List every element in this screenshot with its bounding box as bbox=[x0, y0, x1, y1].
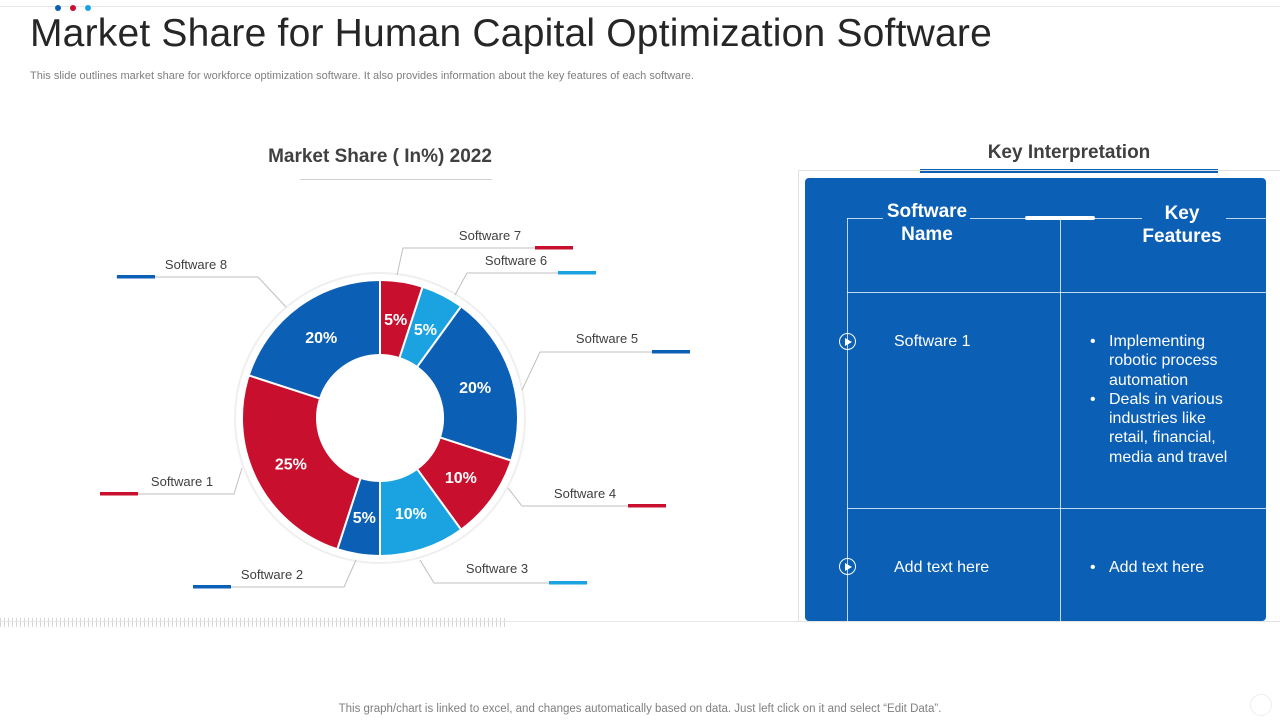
header-software-name: Software Name bbox=[886, 201, 968, 245]
slice-value-label: 10% bbox=[395, 506, 427, 523]
table-line-header bbox=[847, 292, 1266, 293]
legend-bar-software-7 bbox=[535, 246, 573, 250]
category-label-software-1: Software 1 bbox=[151, 474, 213, 489]
legend-bar-software-2 bbox=[193, 585, 231, 589]
row-1-software-name: Software 1 bbox=[894, 333, 971, 350]
row-arrow-icon bbox=[839, 558, 856, 575]
category-label-software-3: Software 3 bbox=[466, 561, 528, 576]
table-line-middle bbox=[1060, 218, 1061, 621]
table-line-top-right bbox=[1226, 218, 1266, 219]
leader-line-software-6 bbox=[454, 272, 596, 296]
legend-bar-software-8 bbox=[117, 275, 155, 279]
leader-line-software-2 bbox=[195, 559, 357, 588]
leader-line-software-1 bbox=[100, 467, 243, 495]
table-line-left bbox=[847, 218, 848, 621]
brand-dot-blue bbox=[55, 5, 61, 11]
leader-line-software-8 bbox=[116, 276, 287, 308]
slice-value-label: 20% bbox=[305, 330, 337, 347]
slice-value-label: 5% bbox=[384, 312, 407, 329]
table-line-top-mid bbox=[970, 218, 1030, 219]
legend-bar-software-3 bbox=[549, 581, 587, 585]
table-line-top-left bbox=[847, 218, 883, 219]
slice-software-1[interactable] bbox=[241, 374, 362, 551]
category-label-software-4: Software 4 bbox=[554, 486, 616, 501]
row-2-feature-1[interactable]: Add text here bbox=[1090, 558, 1240, 578]
top-divider bbox=[0, 6, 1280, 7]
legend-bar-software-1 bbox=[100, 492, 138, 496]
category-label-software-6: Software 6 bbox=[485, 253, 547, 268]
legend-bar-software-5 bbox=[652, 350, 690, 354]
donut-chart[interactable]: 5% 5% 20% 10% 10% 5% 25% 20% Software 1 Software … bbox=[0, 0, 800, 640]
leader-line-software-7 bbox=[396, 247, 573, 276]
leader-line-software-4 bbox=[507, 487, 666, 507]
category-label-software-8: Software 8 bbox=[165, 257, 227, 272]
legend-bar-software-6 bbox=[558, 271, 596, 275]
slice-software-8[interactable] bbox=[247, 278, 381, 400]
category-label-software-5: Software 5 bbox=[576, 331, 638, 346]
header-key-features: Key Features bbox=[1142, 203, 1222, 247]
row-1-feature-2: Deals in various industries like retail,… bbox=[1090, 390, 1240, 467]
category-label-software-7: Software 7 bbox=[459, 228, 521, 243]
category-label-software-2: Software 2 bbox=[241, 567, 303, 582]
key-interpretation-frame bbox=[798, 170, 1280, 622]
chart-scroll-strip bbox=[0, 618, 505, 627]
row-1-features: Implementing robotic process automation … bbox=[1090, 332, 1240, 467]
row-2-features: Add text here bbox=[1090, 558, 1240, 578]
key-interpretation-underline bbox=[920, 169, 1218, 173]
slice-value-label: 10% bbox=[445, 470, 477, 487]
table-line-row bbox=[847, 508, 1266, 509]
leader-line-software-5 bbox=[521, 351, 690, 391]
slice-value-label: 5% bbox=[414, 322, 437, 339]
slice-software-5[interactable] bbox=[415, 304, 519, 462]
slice-value-label: 25% bbox=[275, 456, 307, 473]
table-line-top-mid2 bbox=[1090, 218, 1142, 219]
page-title: Market Share for Human Capital Optimizat… bbox=[30, 12, 992, 55]
chart-frame-bottom bbox=[0, 621, 800, 622]
leader-line-software-3 bbox=[419, 559, 588, 584]
row-1-feature-1: Implementing robotic process automation bbox=[1090, 332, 1240, 390]
header-accent-bar bbox=[1025, 216, 1095, 220]
corner-circle-icon bbox=[1250, 694, 1272, 716]
key-interpretation-title: Key Interpretation bbox=[987, 142, 1151, 163]
legend-bar-software-4 bbox=[628, 504, 666, 508]
chart-title: Market Share ( In%) 2022 bbox=[268, 146, 492, 167]
key-interpretation-panel: Software Name Key Features Software 1 Im… bbox=[805, 178, 1266, 621]
slice-value-label: 5% bbox=[353, 510, 376, 527]
brand-dot-red bbox=[70, 5, 76, 11]
page-subtitle: This slide outlines market share for wor… bbox=[30, 70, 694, 82]
chart-title-underline bbox=[300, 179, 492, 180]
brand-dot-light-blue bbox=[85, 5, 91, 11]
footer-note: This graph/chart is linked to excel, and… bbox=[338, 703, 942, 715]
row-arrow-icon bbox=[839, 333, 856, 350]
row-2-software-name[interactable]: Add text here bbox=[894, 559, 990, 576]
slice-value-label: 20% bbox=[459, 380, 491, 397]
